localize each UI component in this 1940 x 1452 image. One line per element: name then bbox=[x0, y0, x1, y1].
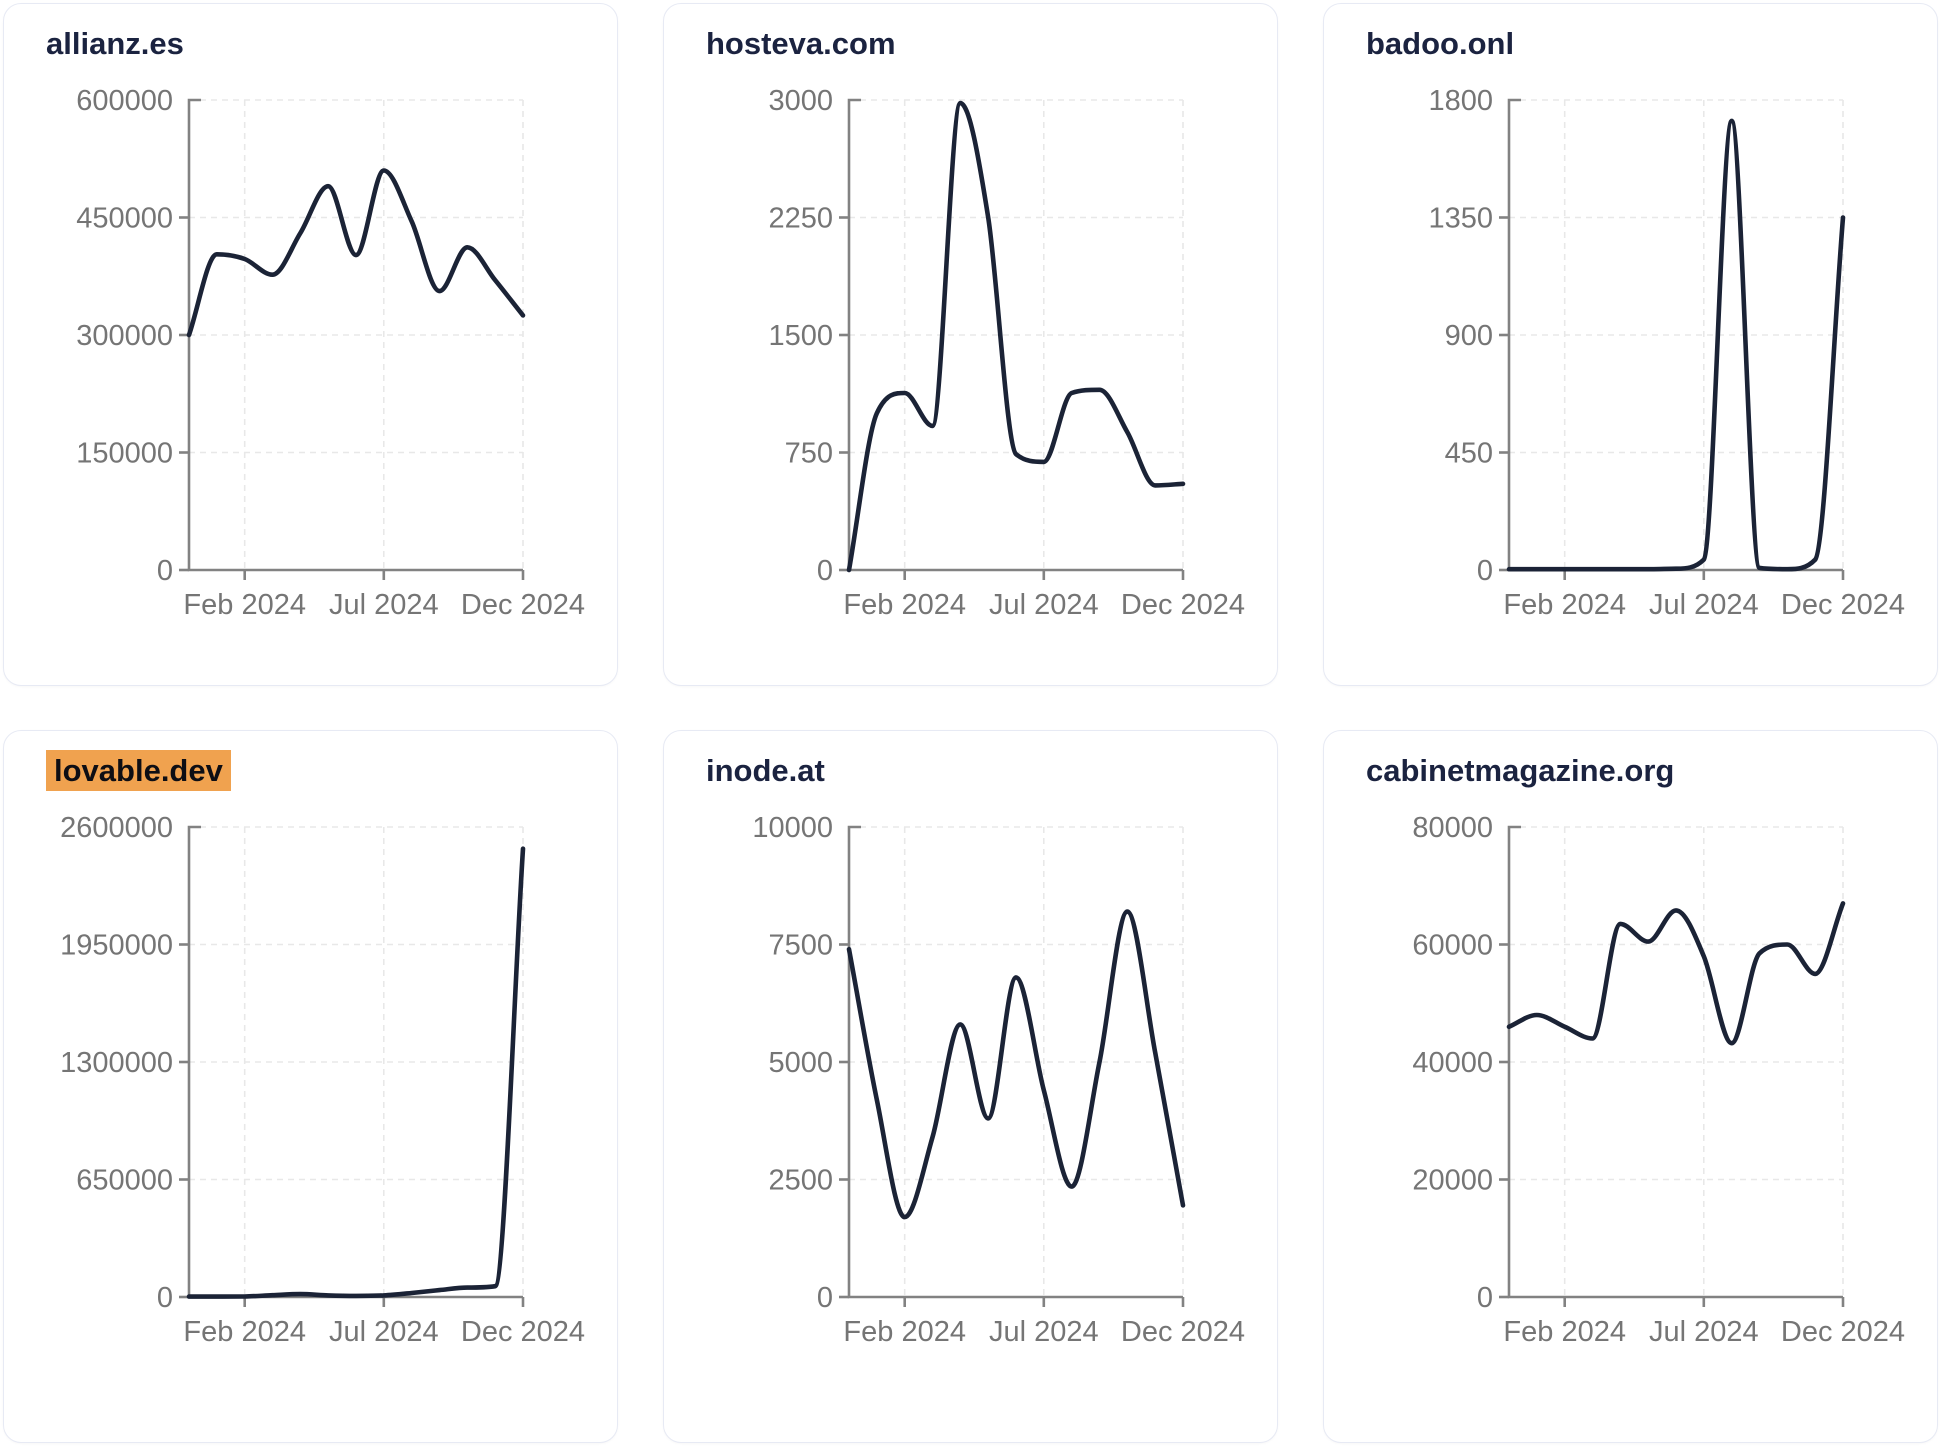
svg-text:750: 750 bbox=[785, 438, 833, 470]
svg-text:Jul 2024: Jul 2024 bbox=[329, 1316, 439, 1348]
domain-title: cabinetmagazine.org bbox=[1366, 753, 1937, 789]
svg-text:1950000: 1950000 bbox=[60, 930, 173, 962]
svg-text:1300000: 1300000 bbox=[60, 1047, 173, 1079]
svg-text:80000: 80000 bbox=[1412, 812, 1493, 844]
svg-text:450: 450 bbox=[1445, 438, 1493, 470]
svg-text:Dec 2024: Dec 2024 bbox=[1781, 589, 1905, 621]
domain-card-lovable: lovable.dev 0 650000 1300000 1950000 2600000… bbox=[3, 730, 618, 1443]
domain-title: lovable.dev bbox=[46, 750, 617, 791]
svg-text:Dec 2024: Dec 2024 bbox=[1121, 1316, 1245, 1348]
traffic-line-chart: 0 650000 1300000 1950000 2600000 Feb 2024 Jul … bbox=[60, 812, 585, 1348]
svg-text:0: 0 bbox=[817, 1282, 833, 1314]
svg-text:0: 0 bbox=[157, 1282, 173, 1314]
domain-card-hosteva: hosteva.com 0 750 1500 2250 3000 Feb 2024 Jul … bbox=[663, 3, 1278, 686]
svg-text:5000: 5000 bbox=[768, 1047, 833, 1079]
svg-text:900: 900 bbox=[1445, 320, 1493, 352]
svg-text:Jul 2024: Jul 2024 bbox=[989, 1316, 1099, 1348]
svg-text:0: 0 bbox=[157, 555, 173, 587]
domain-link[interactable]: hosteva.com bbox=[706, 26, 896, 61]
domain-title: badoo.onl bbox=[1366, 26, 1937, 62]
traffic-line-chart: 0 750 1500 2250 3000 Feb 2024 Jul 2024 Dec 2024 bbox=[768, 85, 1245, 621]
svg-text:7500: 7500 bbox=[768, 930, 833, 962]
domain-card-allianz: allianz.es 0 150000 300000 450000 600000 Feb … bbox=[3, 3, 618, 686]
domain-title: inode.at bbox=[706, 753, 1277, 789]
svg-text:40000: 40000 bbox=[1412, 1047, 1493, 1079]
svg-text:150000: 150000 bbox=[76, 438, 173, 470]
domain-link[interactable]: allianz.es bbox=[46, 26, 184, 61]
domain-title: allianz.es bbox=[46, 26, 617, 62]
svg-text:Jul 2024: Jul 2024 bbox=[329, 589, 439, 621]
svg-text:Dec 2024: Dec 2024 bbox=[1781, 1316, 1905, 1348]
svg-text:Dec 2024: Dec 2024 bbox=[461, 589, 585, 621]
svg-text:2600000: 2600000 bbox=[60, 812, 173, 844]
svg-text:10000: 10000 bbox=[752, 812, 833, 844]
svg-text:1500: 1500 bbox=[768, 320, 833, 352]
svg-text:450000: 450000 bbox=[76, 203, 173, 235]
traffic-line-chart: 0 450 900 1350 1800 Feb 2024 Jul 2024 Dec 2024 bbox=[1428, 85, 1905, 621]
svg-text:Jul 2024: Jul 2024 bbox=[1649, 1316, 1759, 1348]
traffic-line-chart: 0 2500 5000 7500 10000 Feb 2024 Jul 2024 Dec 20… bbox=[752, 812, 1245, 1348]
svg-text:600000: 600000 bbox=[76, 85, 173, 117]
svg-text:2500: 2500 bbox=[768, 1165, 833, 1197]
domain-title: hosteva.com bbox=[706, 26, 1277, 62]
domain-card-badoo: badoo.onl 0 450 900 1350 1800 Feb 2024 Jul 202… bbox=[1323, 3, 1938, 686]
svg-text:0: 0 bbox=[1477, 555, 1493, 587]
svg-text:Feb 2024: Feb 2024 bbox=[1503, 1316, 1626, 1348]
svg-text:20000: 20000 bbox=[1412, 1165, 1493, 1197]
svg-text:60000: 60000 bbox=[1412, 930, 1493, 962]
traffic-line-chart: 0 20000 40000 60000 80000 Feb 2024 Jul 2024 Dec… bbox=[1412, 812, 1905, 1348]
svg-text:1800: 1800 bbox=[1428, 85, 1493, 117]
domain-card-inode: inode.at 0 2500 5000 7500 10000 Feb 2024 Jul 2… bbox=[663, 730, 1278, 1443]
svg-text:Feb 2024: Feb 2024 bbox=[183, 1316, 306, 1348]
traffic-line-chart: 0 150000 300000 450000 600000 Feb 2024 Jul 202… bbox=[76, 85, 585, 621]
svg-text:0: 0 bbox=[817, 555, 833, 587]
svg-text:650000: 650000 bbox=[76, 1165, 173, 1197]
domain-link-highlighted[interactable]: lovable.dev bbox=[46, 750, 231, 791]
svg-text:Feb 2024: Feb 2024 bbox=[843, 589, 966, 621]
domain-link[interactable]: inode.at bbox=[706, 753, 825, 788]
svg-text:3000: 3000 bbox=[768, 85, 833, 117]
svg-text:Feb 2024: Feb 2024 bbox=[1503, 589, 1626, 621]
svg-text:2250: 2250 bbox=[768, 203, 833, 235]
svg-text:Feb 2024: Feb 2024 bbox=[843, 1316, 966, 1348]
svg-text:Jul 2024: Jul 2024 bbox=[989, 589, 1099, 621]
domain-link[interactable]: cabinetmagazine.org bbox=[1366, 753, 1675, 788]
svg-text:Dec 2024: Dec 2024 bbox=[461, 1316, 585, 1348]
domain-link[interactable]: badoo.onl bbox=[1366, 26, 1515, 61]
svg-text:Jul 2024: Jul 2024 bbox=[1649, 589, 1759, 621]
svg-text:Feb 2024: Feb 2024 bbox=[183, 589, 306, 621]
domain-card-cabinetmagazine: cabinetmagazine.org 0 20000 40000 60000 8000… bbox=[1323, 730, 1938, 1443]
svg-text:300000: 300000 bbox=[76, 320, 173, 352]
svg-text:0: 0 bbox=[1477, 1282, 1493, 1314]
svg-text:Dec 2024: Dec 2024 bbox=[1121, 589, 1245, 621]
svg-text:1350: 1350 bbox=[1428, 203, 1493, 235]
